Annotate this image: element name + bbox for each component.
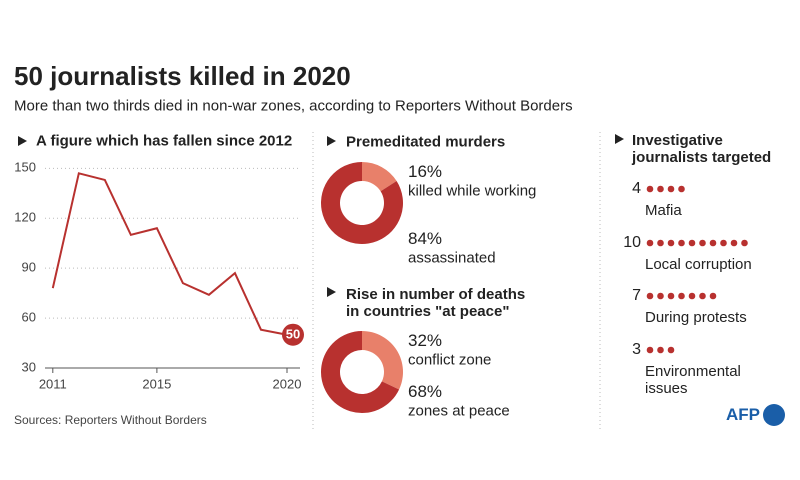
- logo: AFP: [726, 405, 760, 425]
- dot: [720, 239, 727, 247]
- dot-row: [646, 292, 717, 300]
- dot: [657, 292, 664, 300]
- chart-title: Premeditated murders: [346, 133, 506, 151]
- dot: [657, 239, 664, 247]
- chart-title: Investigative journalists targeted: [632, 131, 772, 166]
- point: [281, 323, 304, 346]
- y-tick-label: 150: [14, 159, 36, 175]
- source: Sources: Reporters Without Borders: [14, 413, 207, 428]
- value-label: 68%: [408, 382, 443, 402]
- line: [51, 172, 288, 336]
- dot: [657, 346, 664, 354]
- value-label: 10: [623, 233, 641, 251]
- dot-row: [646, 346, 675, 354]
- dot: [646, 292, 654, 300]
- value-label: 4: [632, 179, 641, 197]
- value-label: 7: [632, 286, 641, 304]
- y-tick-label: 60: [21, 309, 36, 325]
- bullet: [327, 136, 336, 146]
- dot: [646, 239, 654, 247]
- dot: [667, 292, 675, 300]
- dot: [667, 185, 675, 193]
- subtitle: More than two thirds died in non-war zon…: [14, 97, 573, 115]
- donut-slice: [320, 161, 403, 244]
- dot: [741, 239, 748, 247]
- dot: [678, 239, 685, 247]
- x-tick-label: 2015: [142, 376, 172, 392]
- logo-mark: [763, 404, 785, 426]
- value-label: 32%: [408, 331, 443, 351]
- category-label: conflict zone: [408, 351, 492, 369]
- value-label: 84%: [408, 229, 443, 249]
- chart-title: Rise in number of deaths in countries "a…: [346, 285, 526, 320]
- dot-row: [646, 239, 748, 247]
- category-label: Mafia: [645, 202, 682, 219]
- chart-title: A figure which has fallen since 2012: [36, 132, 293, 150]
- value-label: 16%: [408, 162, 443, 182]
- bullet: [18, 136, 27, 146]
- dot: [678, 292, 685, 300]
- bullet: [327, 287, 336, 297]
- x-tick-label: 2020: [272, 376, 302, 392]
- dot: [688, 292, 696, 300]
- dot: [667, 239, 675, 247]
- dot: [657, 185, 664, 193]
- category-label: zones at peace: [408, 402, 510, 420]
- bullet: [615, 134, 624, 144]
- dot: [646, 346, 654, 354]
- y-tick-label: 90: [21, 259, 36, 275]
- dot: [688, 239, 696, 247]
- dot: [730, 239, 738, 247]
- category-label: killed while working: [408, 182, 537, 200]
- y-tick-label: 30: [21, 359, 36, 375]
- title: 50 journalists killed in 2020: [14, 61, 351, 92]
- category-label: assassinated: [408, 249, 496, 267]
- donut-slice: [362, 331, 403, 390]
- x-tick-label: 2011: [38, 376, 67, 392]
- dot-row: [646, 185, 685, 193]
- dot: [709, 292, 717, 300]
- dot: [667, 346, 675, 354]
- dot: [699, 239, 706, 247]
- category-label: During protests: [645, 309, 747, 326]
- dot: [646, 185, 654, 193]
- data-label: 50: [285, 326, 301, 342]
- donut-slice: [362, 162, 397, 192]
- donut-slice: [320, 331, 400, 413]
- dot: [709, 239, 717, 247]
- dot: [699, 292, 706, 300]
- category-label: Environmental issues: [645, 363, 741, 398]
- category-label: Local corruption: [645, 256, 752, 273]
- dot: [678, 185, 685, 193]
- y-tick-label: 120: [14, 209, 36, 225]
- value-label: 3: [632, 340, 641, 358]
